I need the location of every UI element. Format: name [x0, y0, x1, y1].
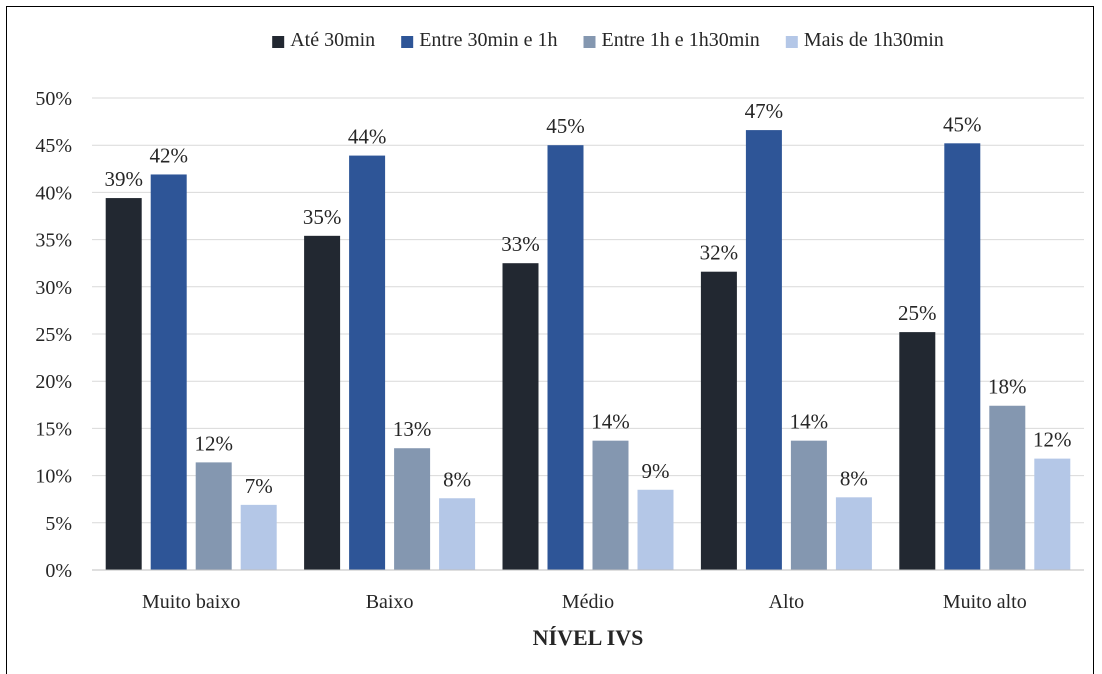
bar [150, 174, 187, 571]
legend-item: Entre 1h e 1h30min [583, 29, 760, 51]
y-tick-label: 0% [45, 560, 72, 582]
y-tick-label: 20% [35, 371, 72, 393]
legend-label: Mais de 1h30min [804, 29, 944, 51]
y-tick-label: 30% [35, 277, 72, 299]
x-category-label: Médio [562, 591, 614, 613]
legend-item: Mais de 1h30min [785, 29, 944, 51]
data-label: 47% [745, 99, 784, 123]
legend-item: Entre 30min e 1h [401, 29, 558, 51]
bar [439, 498, 476, 570]
data-label: 35% [303, 205, 342, 229]
y-tick-label: 45% [35, 135, 72, 157]
y-tick-label: 10% [35, 466, 72, 488]
bar [1034, 458, 1071, 570]
x-category-label: Baixo [366, 591, 414, 613]
data-label: 14% [591, 410, 630, 434]
data-label: 7% [245, 474, 273, 498]
x-category-label: Alto [769, 591, 805, 613]
legend-label: Entre 1h e 1h30min [602, 29, 760, 51]
data-label: 45% [943, 112, 982, 136]
data-label: 18% [988, 375, 1027, 399]
x-axis-title: NÍVEL IVS [533, 625, 644, 650]
data-label: 8% [840, 466, 868, 490]
data-label: 44% [348, 125, 387, 149]
y-tick-label: 35% [35, 230, 72, 252]
legend: Até 30min Entre 30min e 1h Entre 1h e 1h30… [272, 29, 944, 51]
data-label: 42% [149, 143, 188, 167]
bar [349, 155, 386, 571]
legend-label: Entre 30min e 1h [419, 29, 557, 51]
bar [899, 332, 936, 570]
data-label: 13% [393, 417, 432, 441]
bar [790, 440, 827, 570]
bar [989, 405, 1026, 570]
y-tick-label: 25% [35, 324, 72, 346]
bar [105, 198, 142, 570]
bar [547, 145, 584, 570]
bar [195, 462, 232, 570]
legend-swatch [785, 36, 798, 48]
bar [637, 489, 674, 570]
bar [304, 235, 341, 570]
data-label: 9% [642, 459, 670, 483]
legend-swatch [272, 36, 285, 48]
legend-item: Até 30min [272, 29, 375, 51]
y-tick-label: 50% [35, 88, 72, 110]
legend-swatch [583, 36, 596, 48]
bar [502, 263, 539, 570]
data-label: 12% [1033, 428, 1072, 452]
data-label: 8% [443, 467, 471, 491]
gridlines [92, 97, 1084, 524]
axes: 0% 5% 10% 15% 20% 25% 30% 35% 40% 45% 50% Muito bai… [35, 88, 1084, 613]
data-label: 12% [194, 431, 233, 455]
x-category-label: Muito baixo [142, 591, 240, 613]
bar [700, 271, 737, 570]
bar [835, 497, 872, 570]
data-label: 14% [790, 410, 829, 434]
bar [240, 504, 277, 570]
data-label: 39% [104, 167, 143, 191]
data-label: 45% [546, 114, 585, 138]
bar [394, 448, 431, 570]
bar [944, 143, 981, 570]
legend-swatch [401, 36, 414, 48]
data-labels: 39%42% 12% 7% 35% 44% 13% 8% 33% 45% 14% 9% 32% 47% 1… [104, 99, 1071, 498]
data-label: 33% [501, 232, 540, 256]
bar [745, 130, 782, 570]
y-tick-label: 15% [35, 418, 72, 440]
data-label: 25% [898, 301, 937, 325]
x-category-label: Muito alto [943, 591, 1027, 613]
data-label: 32% [700, 241, 739, 265]
y-tick-label: 5% [45, 513, 72, 535]
legend-label: Até 30min [290, 29, 375, 51]
y-tick-label: 40% [35, 182, 72, 204]
bars [105, 130, 1071, 571]
bar [592, 440, 629, 570]
